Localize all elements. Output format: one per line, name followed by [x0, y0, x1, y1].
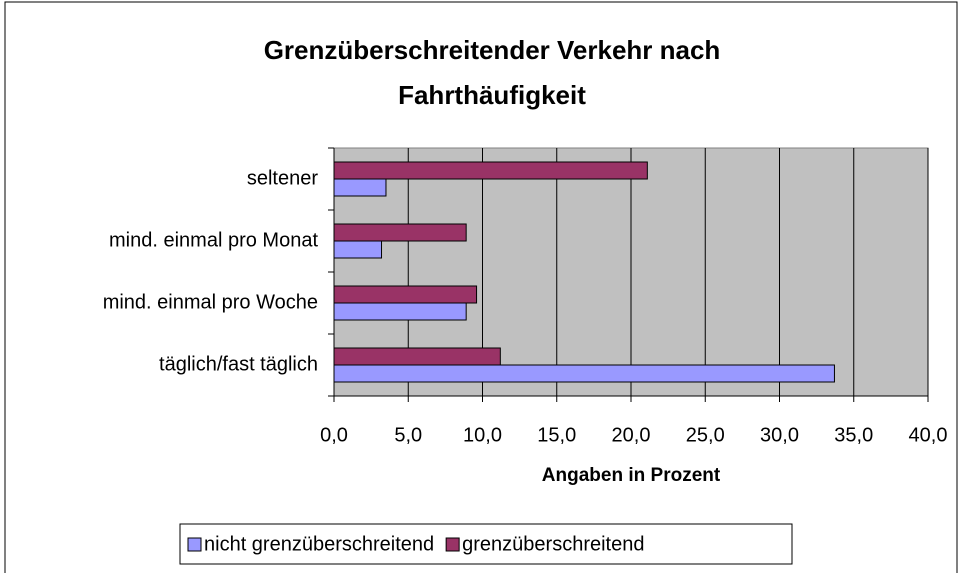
- legend-swatch: [445, 537, 460, 552]
- bar: [333, 161, 648, 180]
- bar: [333, 285, 478, 304]
- chart-title: Grenzüberschreitender Verkehr nach Fahrt…: [263, 35, 721, 110]
- x-axis-title: Angaben in Prozent: [542, 465, 721, 486]
- y-tick-label: mind. einmal pro Monat: [109, 229, 318, 251]
- x-tick-label: 10,0: [463, 424, 502, 446]
- bar: [333, 347, 501, 366]
- x-tick-label: 25,0: [686, 424, 725, 446]
- y-tick-label: mind. einmal pro Woche: [103, 291, 318, 313]
- bar: [333, 364, 835, 383]
- bar: [333, 178, 387, 197]
- x-tick-label: 15,0: [537, 424, 576, 446]
- x-tick-label: 35,0: [834, 424, 873, 446]
- y-tick-label: seltener: [247, 167, 318, 189]
- legend-label: nicht grenzüberschreitend: [204, 533, 434, 555]
- x-tick-label: 0,0: [320, 424, 348, 446]
- x-tick-label: 20,0: [612, 424, 651, 446]
- legend-label: grenzüberschreitend: [462, 533, 644, 555]
- bar: [333, 240, 383, 259]
- legend-swatch: [187, 537, 202, 552]
- x-tick-label: 40,0: [909, 424, 948, 446]
- bar: [333, 223, 467, 242]
- y-tick-label: täglich/fast täglich: [159, 353, 318, 375]
- bar: [333, 302, 467, 321]
- x-tick-label: 5,0: [394, 424, 422, 446]
- x-tick-label: 30,0: [760, 424, 799, 446]
- legend-box: [179, 523, 793, 565]
